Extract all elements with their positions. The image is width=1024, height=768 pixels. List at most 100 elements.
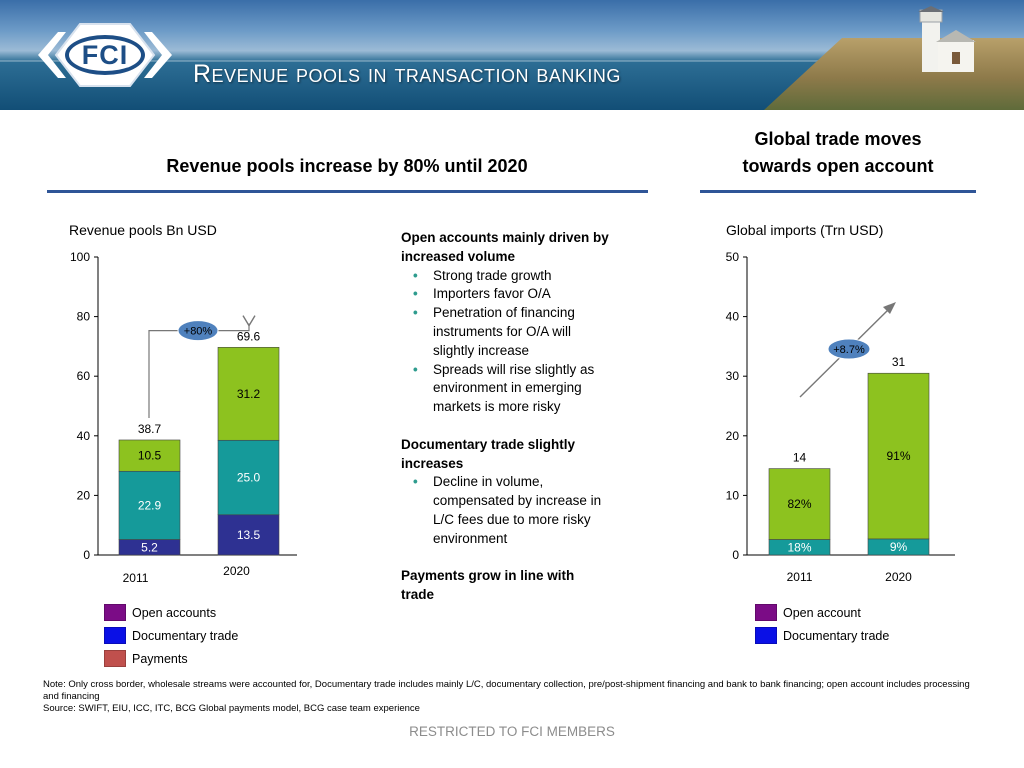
bar-value-label: 18% <box>787 540 811 554</box>
left-chart-title: Revenue pools Bn USD <box>69 222 217 238</box>
bar-value-label: 13.5 <box>237 528 261 542</box>
right-heading-line1: Global trade moves <box>754 129 922 149</box>
legend-swatch <box>755 604 777 621</box>
y-tick-label: 40 <box>77 429 91 443</box>
y-tick-label: 20 <box>726 429 740 443</box>
bar-value-label: 31.2 <box>237 387 261 401</box>
middle-text: Open accounts mainly driven by increased… <box>401 229 636 605</box>
right-heading-line2: towards open account <box>742 156 934 176</box>
bullet-text: L/C fees due to more risky <box>433 511 591 527</box>
banner-headland <box>764 38 1024 110</box>
legend-swatch <box>104 627 126 644</box>
y-tick-label: 40 <box>726 310 740 324</box>
bar-segment <box>118 470 181 540</box>
footer-restricted: RESTRICTED TO FCI MEMBERS <box>409 724 615 739</box>
legend-label: Documentary trade <box>783 628 890 643</box>
bar-segment <box>217 346 280 441</box>
source-text: Source: SWIFT, EIU, ICC, ITC, BCG Global… <box>43 703 420 714</box>
block2-heading-line1: Documentary trade slightly <box>401 436 576 452</box>
spacer <box>401 549 636 568</box>
right-section-heading: Global trade moves towards open account <box>700 126 976 180</box>
fci-logo: FCI <box>36 18 174 92</box>
bullet-item: • Spreads will rise slightly as environm… <box>401 361 636 417</box>
bullet-dot-icon: • <box>413 286 418 302</box>
block2-heading-line2: increases <box>401 455 464 471</box>
right-chart-title: Global imports (Trn USD) <box>726 222 884 238</box>
legend-item: Documentary trade <box>104 624 238 647</box>
bullet-text: Decline in volume, <box>433 474 544 490</box>
legend-item: Open account <box>755 601 889 624</box>
legend-swatch <box>104 650 126 667</box>
block1-heading-line1: Open accounts mainly driven by <box>401 230 609 245</box>
legend-item: Open accounts <box>104 601 238 624</box>
left-legend: Open accounts Documentary trade Payments <box>104 601 238 670</box>
page-title: Revenue pools in transaction banking <box>193 60 621 88</box>
bar-value-label: 91% <box>886 449 910 463</box>
bullet-dot-icon: • <box>413 305 418 321</box>
bullet-item: • Importers favor O/A <box>401 285 636 304</box>
global-imports-chart: 0 10 20 30 40 50 18% 82% 14 2011 9% 91% 31 2020 +8.7% <box>726 250 955 584</box>
y-tick-label: 60 <box>77 369 91 383</box>
y-tick-label: 10 <box>726 488 740 502</box>
growth-badge-label: +80% <box>184 326 213 338</box>
legend-item: Payments <box>104 647 238 670</box>
y-tick-label: 0 <box>83 548 90 562</box>
legend-label: Payments <box>132 651 188 666</box>
bar-segment <box>768 468 831 540</box>
legend-label: Open accounts <box>132 605 217 620</box>
growth-badge <box>827 338 871 360</box>
bullet-dot-icon: • <box>413 474 418 490</box>
y-tick-label: 80 <box>77 310 91 324</box>
right-legend: Open account Documentary trade <box>755 601 889 647</box>
growth-arrowhead-icon <box>883 302 896 314</box>
bullet-text: markets is more risky <box>433 399 561 415</box>
legend-swatch <box>104 604 126 621</box>
bullet-text: environment in emerging <box>433 380 582 396</box>
bullet-text: instruments for O/A will <box>433 323 572 339</box>
y-tick-label: 50 <box>726 250 740 264</box>
bar-value-label: 9% <box>890 540 908 554</box>
legend-label: Documentary trade <box>132 628 239 643</box>
bullet-text: compensated by increase in <box>433 493 602 509</box>
bar-value-label: 25.0 <box>237 471 261 485</box>
bullet-item: • Decline in volume, compensated by incr… <box>401 473 636 548</box>
x-tick-label: 2020 <box>223 564 250 578</box>
bar-value-label: 10.5 <box>138 449 162 463</box>
growth-badge-label: +8.7% <box>833 344 865 356</box>
bar-segment <box>118 439 181 472</box>
block2-heading: Documentary trade slightly increases <box>401 436 636 474</box>
lighthouse-icon <box>918 6 976 72</box>
block1-heading: Open accounts mainly driven by increased… <box>401 229 636 267</box>
bar-segment <box>217 514 280 556</box>
block1-heading-line2: increased volume <box>401 248 516 264</box>
logo-text: FCI <box>81 39 129 70</box>
y-tick-label: 0 <box>732 548 739 562</box>
block3-heading-line1: Payments grow in line with <box>401 568 575 584</box>
bullet-text: environment <box>433 530 508 546</box>
x-tick-label: 2011 <box>123 571 149 585</box>
spacer <box>401 417 636 436</box>
legend-item: Documentary trade <box>755 624 889 647</box>
bar-total-label: 31 <box>892 355 906 369</box>
growth-badge <box>177 320 219 342</box>
block3-heading-line2: trade <box>401 587 435 603</box>
revenue-pools-chart: 0 20 40 60 80 100 5.2 22.9 10.5 38.7 2011 13.5 25.0 3… <box>70 250 297 585</box>
bullet-text: slightly increase <box>433 342 530 358</box>
footnote: Note: Only cross border, wholesale strea… <box>43 679 983 715</box>
left-section-rule <box>47 190 648 193</box>
bullet-item: • Penetration of financing instruments f… <box>401 304 636 360</box>
block3-heading: Payments grow in line with trade <box>401 567 636 605</box>
bar-total-label: 14 <box>793 451 807 465</box>
bar-total-label: 69.6 <box>237 329 261 343</box>
bar-value-label: 5.2 <box>141 540 158 554</box>
legend-label: Open account <box>783 605 861 620</box>
bar-segment <box>217 439 280 516</box>
bullet-dot-icon: • <box>413 361 418 377</box>
bullet-text: Spreads will rise slightly as <box>433 361 595 377</box>
y-tick-label: 30 <box>726 369 740 383</box>
block2-bullets: • Decline in volume, compensated by incr… <box>401 473 636 548</box>
block1-bullets: • Strong trade growth • Importers favor … <box>401 267 636 417</box>
y-tick-label: 20 <box>77 488 91 502</box>
right-section-rule <box>700 190 976 193</box>
bar-total-label: 38.7 <box>138 422 162 436</box>
